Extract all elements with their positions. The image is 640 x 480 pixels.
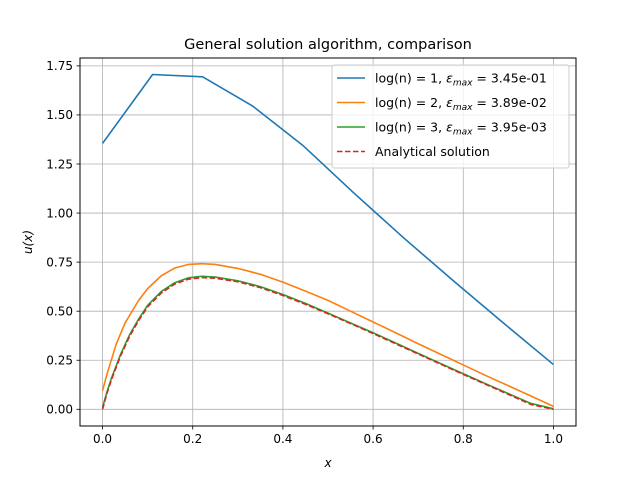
y-tick-label: 0.00 [46, 403, 73, 417]
legend: log(n) = 1, εmax = 3.45e-01 log(n) = 2, ε… [331, 64, 570, 169]
y-tick-label: 1.50 [46, 108, 73, 122]
legend-label-2: log(n) = 2, εmax = 3.89e-02 [375, 95, 547, 113]
x-tick-label: 0.6 [364, 432, 383, 446]
y-axis-title: u(x) [21, 230, 35, 254]
series-line-1 [101, 73, 554, 366]
y-tick-label: 1.25 [46, 157, 73, 171]
x-tick-label: 0.2 [183, 432, 202, 446]
series-line-2 [101, 262, 554, 408]
x-tick-label: 1.0 [544, 432, 563, 446]
y-tick-label: 1.75 [46, 59, 73, 73]
x-tick-label: 0.4 [273, 432, 292, 446]
chart-title: General solution algorithm, comparison [184, 37, 472, 53]
legend-label-1: log(n) = 1, εmax = 3.45e-01 [375, 71, 547, 89]
legend-box [331, 64, 570, 169]
plot-area-frame [79, 57, 577, 427]
y-tick-label: 1.00 [46, 206, 73, 220]
legend-label-3: log(n) = 3, εmax = 3.95e-03 [375, 120, 547, 138]
y-tick-label: 0.25 [46, 354, 73, 368]
x-tick-label: 0.0 [93, 432, 112, 446]
x-axis-title: x [323, 456, 332, 470]
legend-label-4: Analytical solution [375, 144, 490, 159]
series-lines [101, 73, 554, 411]
grid-lines [80, 58, 576, 426]
axis-ticks: 0.0 0.2 0.4 0.6 0.8 1.0 0.00 0.25 0.50 0.75 1.00 1.… [46, 59, 563, 446]
series-line-4 [101, 276, 554, 411]
y-tick-label: 0.50 [46, 304, 73, 318]
y-tick-label: 0.75 [46, 255, 73, 269]
x-tick-label: 0.8 [454, 432, 473, 446]
